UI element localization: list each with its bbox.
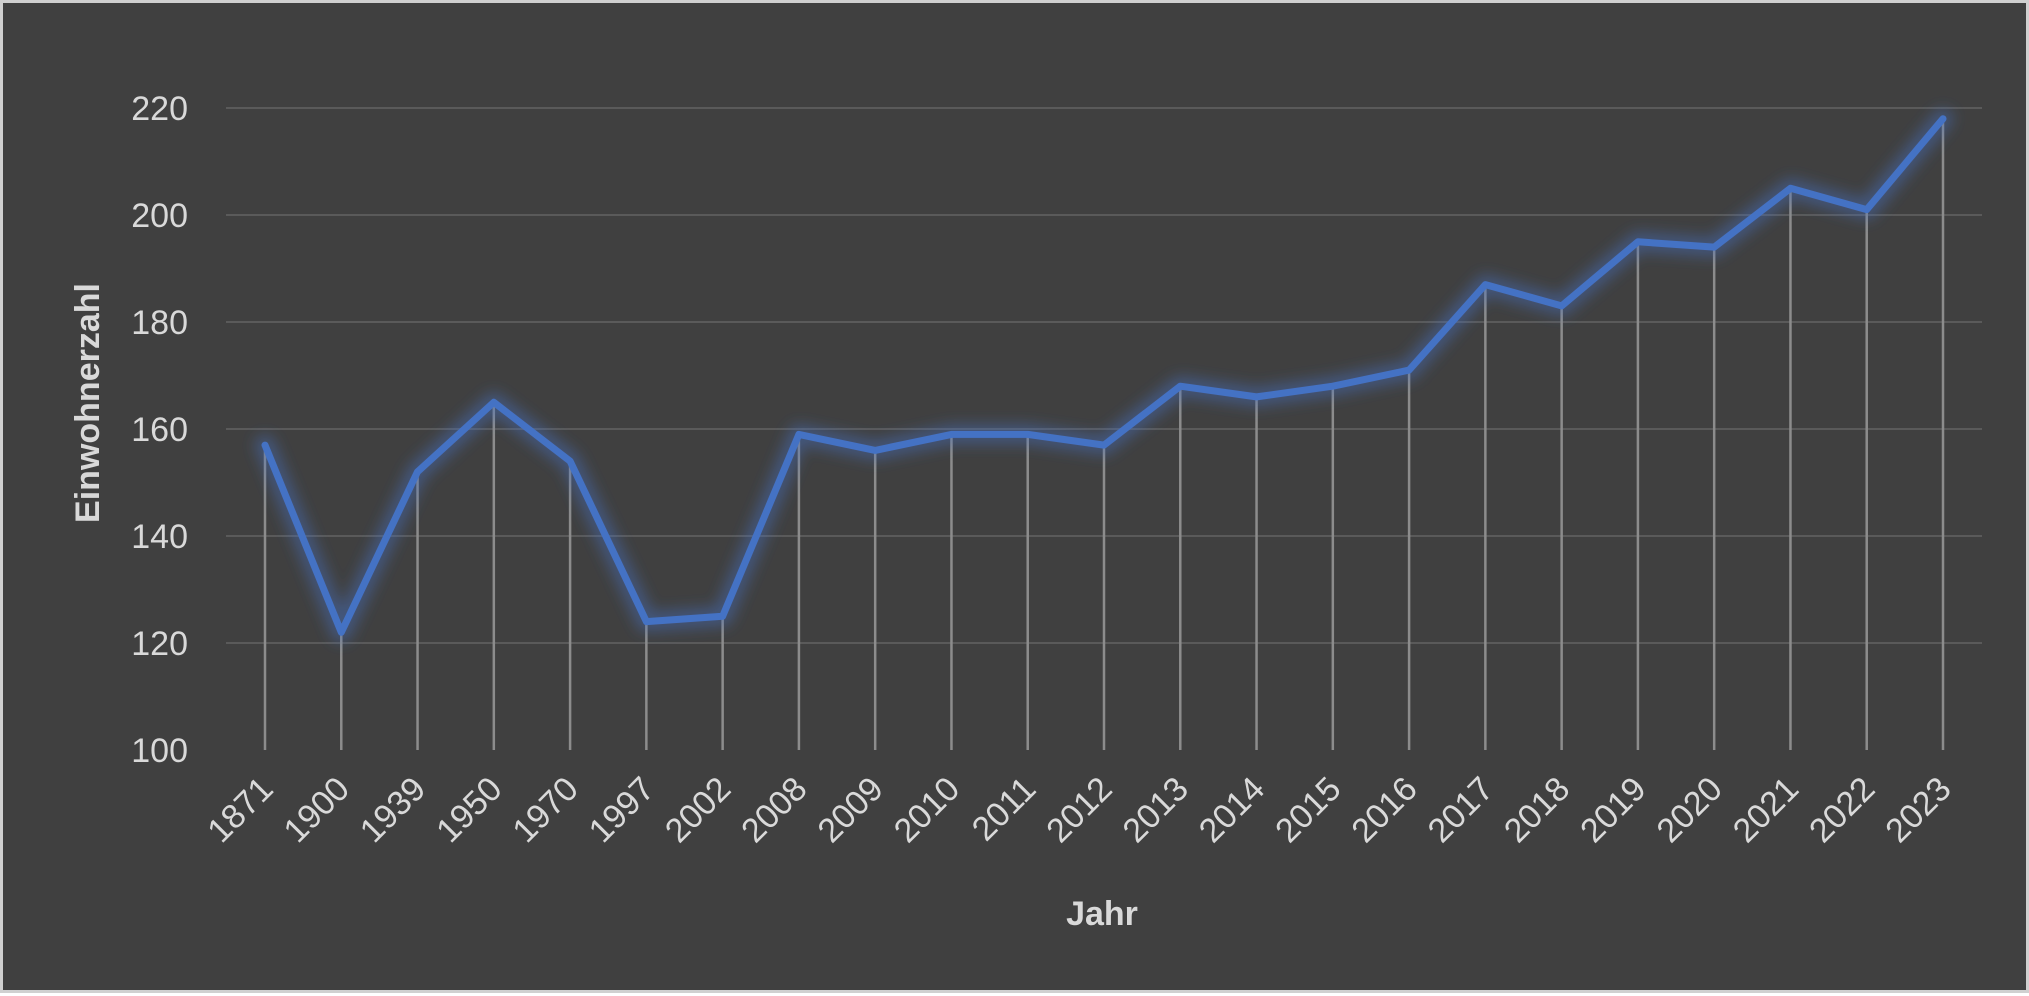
- y-tick-label: 100: [131, 732, 188, 770]
- drop-lines: [263, 118, 1945, 750]
- x-tick-label: 2019: [1573, 770, 1653, 850]
- x-tick-label: 2012: [1039, 770, 1119, 850]
- x-tick-label: 2015: [1268, 770, 1348, 850]
- x-tick-label: 2010: [887, 770, 967, 850]
- y-tick-label: 120: [131, 625, 188, 663]
- y-tick-label: 200: [131, 197, 188, 235]
- y-axis-title: Einwohnerzahl: [69, 283, 107, 523]
- x-tick-label: 2008: [734, 770, 814, 850]
- x-tick-label: 2018: [1497, 770, 1577, 850]
- y-tick-label: 180: [131, 304, 188, 342]
- x-tick-label: 1970: [505, 770, 585, 850]
- x-tick-label: 2017: [1421, 770, 1501, 850]
- x-tick-label: 1900: [277, 770, 357, 850]
- x-axis-ticks: 1871190019391950197019972002200820092010…: [200, 770, 1958, 850]
- y-tick-label: 140: [131, 518, 188, 556]
- x-tick-label: 1871: [200, 770, 280, 850]
- x-tick-label: 1997: [582, 770, 662, 850]
- x-tick-label: 1939: [353, 770, 433, 850]
- x-tick-label: 2011: [965, 770, 1044, 849]
- series-line: [261, 115, 1947, 636]
- x-tick-label: 2014: [1192, 770, 1272, 850]
- y-tick-label: 160: [131, 411, 188, 449]
- x-tick-label: 2022: [1802, 770, 1882, 850]
- x-axis-title: Jahr: [1066, 895, 1138, 933]
- x-tick-label: 2002: [658, 770, 738, 850]
- x-tick-label: 2016: [1344, 770, 1424, 850]
- x-tick-label: 2020: [1649, 770, 1729, 850]
- x-tick-label: 2023: [1878, 770, 1958, 850]
- x-tick-label: 2013: [1116, 770, 1196, 850]
- x-tick-label: 2009: [810, 770, 890, 850]
- y-axis-ticks: 100 120 140 160 180 200 220: [131, 90, 188, 770]
- x-tick-label: 2021: [1726, 770, 1806, 850]
- x-tick-label: 1950: [429, 770, 509, 850]
- y-tick-label: 220: [131, 90, 188, 128]
- series-line-group: [255, 108, 1953, 643]
